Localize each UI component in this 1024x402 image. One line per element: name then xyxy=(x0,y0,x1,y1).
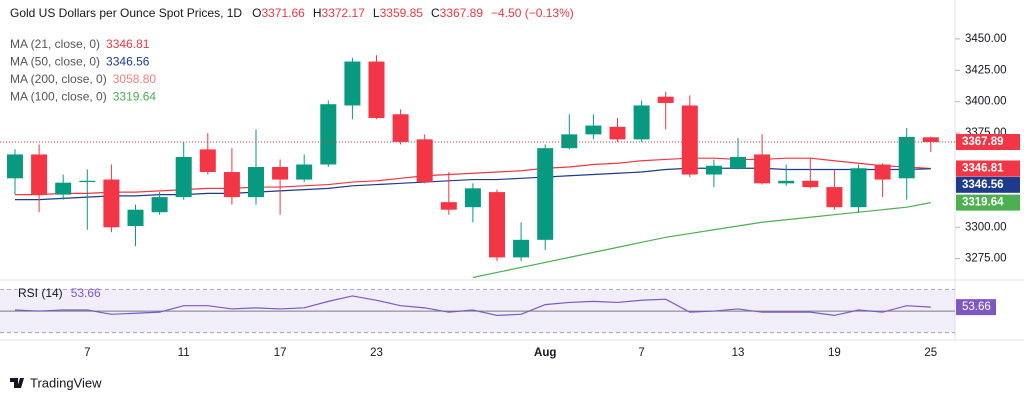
candle-body xyxy=(657,96,674,103)
legend-entry: MA (21, close, 0) 3346.81 xyxy=(10,37,150,51)
title: Gold US Dollars per Ounce Spot Prices, 1… xyxy=(10,6,242,20)
candle-body xyxy=(513,239,530,258)
candle-body xyxy=(705,165,722,175)
legend-name: MA (100, close, 0) xyxy=(10,90,107,104)
candle-body xyxy=(826,187,843,208)
candle-body xyxy=(392,114,409,142)
ohlc-prefix: H xyxy=(313,6,322,20)
x-tick-label: 11 xyxy=(178,347,190,359)
legend-name: MA (200, close, 0) xyxy=(10,72,107,86)
candle-body xyxy=(730,156,746,169)
candle-body xyxy=(296,164,313,180)
candle-body xyxy=(537,148,554,240)
brand: TradingView xyxy=(10,375,102,390)
candle-body xyxy=(489,192,505,258)
chart-title: Gold US Dollars per Ounce Spot Prices, 1… xyxy=(10,6,574,20)
candle-body xyxy=(802,180,819,188)
ohlc-prefix: O xyxy=(252,6,261,20)
price-tag xyxy=(956,134,1020,151)
y-tick-label: 3425.00 xyxy=(965,64,1007,76)
candle-body xyxy=(585,125,602,135)
x-tick-label: 23 xyxy=(370,347,383,359)
rsi-tag-label: 53.66 xyxy=(962,301,991,313)
candle-body xyxy=(79,180,96,183)
price-tag-label: 3319.64 xyxy=(962,197,1004,209)
legend-entry: MA (100, close, 0) 3319.64 xyxy=(10,90,156,104)
legend: Gold US Dollars per Ounce Spot Prices, 1… xyxy=(10,6,574,300)
brand-name: TradingView xyxy=(30,375,102,390)
price-tag xyxy=(956,176,1020,193)
x-tick-label: 7 xyxy=(638,347,644,359)
candle-body xyxy=(898,136,915,179)
ma-line xyxy=(15,167,931,201)
candle-body xyxy=(103,179,120,228)
price-tag xyxy=(956,194,1020,211)
rsi-tag xyxy=(956,299,996,316)
legend-entry: MA (200, close, 0) 3058.80 xyxy=(10,72,156,86)
x-tick-label: Aug xyxy=(534,347,556,359)
rsi-legend: RSI (14) 53.66 xyxy=(18,286,101,300)
legend-value: 3319.64 xyxy=(113,90,157,104)
candle-body xyxy=(416,139,433,183)
candle-body xyxy=(175,156,192,198)
legend-entry: MA (50, close, 0) 3346.56 xyxy=(10,55,150,69)
legend-value: 3058.80 xyxy=(113,72,157,86)
ohlc-prefix: C xyxy=(431,6,440,20)
legend-name: MA (50, close, 0) xyxy=(10,55,100,69)
candle-body xyxy=(248,166,264,198)
candle-body xyxy=(850,168,867,208)
candle-body xyxy=(344,61,361,106)
ohlc-prefix: L xyxy=(373,6,380,20)
x-tick-label: 7 xyxy=(84,347,90,359)
candle-body xyxy=(223,172,240,198)
price-tag-label: 3346.81 xyxy=(962,163,1004,175)
candle-body xyxy=(320,104,337,165)
legend-name: MA (21, close, 0) xyxy=(10,37,100,51)
x-tick-label: 19 xyxy=(828,347,841,359)
y-tick-label: 3400.00 xyxy=(965,96,1007,108)
rsi-value: 53.66 xyxy=(71,286,101,300)
candle-body xyxy=(368,61,385,119)
candle-body xyxy=(609,126,626,140)
x-tick-label: 25 xyxy=(924,347,937,359)
candle-body xyxy=(778,180,795,184)
ma-line xyxy=(472,202,931,279)
candle-body xyxy=(199,149,216,173)
ma-line xyxy=(15,157,931,196)
change: −4.50 (−0.13%) xyxy=(491,6,574,20)
x-tick-label: 17 xyxy=(274,347,287,359)
candle-body xyxy=(754,154,771,184)
ohlc-value: 3372.17 xyxy=(322,6,366,20)
ohlc-value: 3371.66 xyxy=(261,6,305,20)
plot: 3275.003300.003375.003400.003425.003450.… xyxy=(0,33,1020,359)
candle-body xyxy=(633,105,650,140)
candle-body xyxy=(31,154,48,195)
y-tick-label: 3450.00 xyxy=(965,33,1007,45)
price-tag-label: 3367.89 xyxy=(962,136,1004,148)
y-tick-label: 3275.00 xyxy=(965,253,1007,265)
price-tag-label: 3346.56 xyxy=(962,179,1004,191)
x-tick-label: 13 xyxy=(732,347,745,359)
candle-body xyxy=(681,105,698,175)
candle-body xyxy=(561,134,578,149)
rsi-line xyxy=(14,295,931,317)
candle-body xyxy=(874,164,891,180)
legend-value: 3346.56 xyxy=(106,55,150,69)
ohlc-value: 3359.85 xyxy=(380,6,424,20)
legend-value: 3346.81 xyxy=(106,37,150,51)
brand-logo xyxy=(10,378,24,388)
candle-body xyxy=(55,182,72,195)
candle-body xyxy=(7,154,23,179)
rsi-name: RSI (14) xyxy=(18,286,63,300)
candle-body xyxy=(127,209,144,227)
candle-body xyxy=(464,188,481,208)
y-tick-label: 3300.00 xyxy=(965,221,1007,233)
candle-body xyxy=(440,202,457,210)
candle-body xyxy=(272,166,289,180)
candle-body xyxy=(922,137,939,143)
price-tag xyxy=(956,160,1020,177)
ohlc-value: 3367.89 xyxy=(440,6,484,20)
candle-body xyxy=(151,197,168,213)
